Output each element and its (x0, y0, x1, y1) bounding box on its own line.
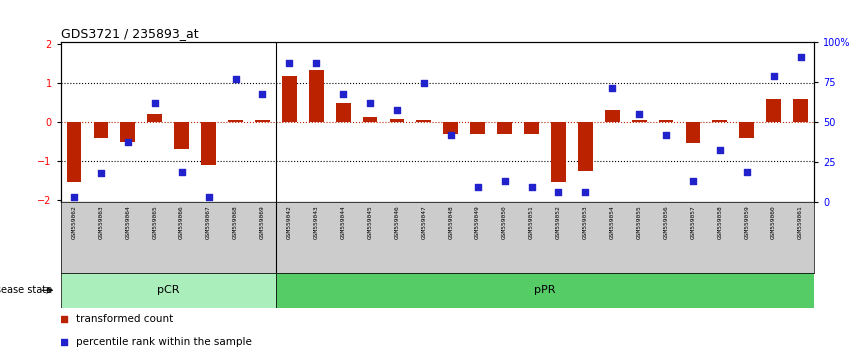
Point (57, 340, 71, 345)
Bar (524, 122, 539, 134)
Point (686, 178, 700, 184)
Bar (631, 120, 647, 122)
Text: GSM559065: GSM559065 (152, 205, 158, 239)
Point (444, 132, 458, 137)
Bar (228, 120, 243, 122)
Point (605, 85, 619, 91)
Text: GSM559063: GSM559063 (99, 205, 103, 239)
Text: GSM559056: GSM559056 (663, 205, 669, 239)
Text: GSM559060: GSM559060 (772, 205, 776, 239)
Bar (363, 118, 378, 122)
Text: GSM559048: GSM559048 (449, 205, 453, 239)
Bar (659, 120, 674, 122)
Bar (497, 122, 512, 134)
Point (148, 101, 162, 106)
Bar (390, 119, 404, 122)
Text: GSM559059: GSM559059 (744, 205, 749, 239)
Point (632, 112, 646, 117)
Text: GSM559053: GSM559053 (583, 205, 588, 239)
Point (498, 178, 512, 184)
Point (793, 54, 807, 60)
Bar (174, 122, 189, 149)
Point (713, 147, 727, 153)
Text: percentile rank within the sample: percentile rank within the sample (75, 337, 251, 348)
Bar (578, 122, 592, 171)
Text: pPR: pPR (534, 285, 556, 295)
Bar (282, 75, 297, 122)
Text: GSM559042: GSM559042 (287, 205, 292, 239)
Point (578, 189, 592, 195)
Text: GSM559054: GSM559054 (610, 205, 615, 239)
Bar (336, 103, 351, 122)
Point (94, 171, 108, 176)
Bar (67, 122, 81, 182)
Point (740, 169, 753, 175)
Point (282, 60, 296, 66)
Bar (713, 120, 727, 122)
Text: GSM559043: GSM559043 (313, 205, 319, 239)
Bar (740, 122, 754, 138)
Text: GSM559052: GSM559052 (556, 205, 561, 239)
Bar (255, 120, 270, 122)
Text: GSM559050: GSM559050 (502, 205, 507, 239)
Bar (604, 110, 620, 122)
Text: GSM559051: GSM559051 (529, 205, 534, 239)
Bar (417, 120, 431, 122)
Bar (276, 273, 814, 308)
Point (336, 91, 350, 97)
Point (57, 316, 71, 322)
Text: GSM559069: GSM559069 (260, 205, 265, 239)
Bar (793, 99, 808, 122)
Point (525, 184, 539, 190)
Bar (443, 122, 458, 134)
Text: GSM559068: GSM559068 (233, 205, 238, 239)
Point (309, 60, 323, 66)
Point (175, 169, 189, 175)
Point (68, 194, 81, 200)
Bar (309, 70, 324, 122)
Point (363, 101, 377, 106)
Text: GSM559058: GSM559058 (717, 205, 722, 239)
Text: GSM559049: GSM559049 (475, 205, 480, 239)
Bar (120, 122, 135, 142)
Point (552, 189, 565, 195)
Bar (201, 122, 216, 165)
Bar (61, 273, 276, 308)
Point (766, 73, 780, 78)
Point (202, 194, 216, 200)
Text: disease state: disease state (0, 285, 52, 295)
Point (471, 184, 485, 190)
Bar (766, 99, 781, 122)
Point (121, 139, 135, 145)
Point (417, 80, 430, 86)
Text: pCR: pCR (157, 285, 179, 295)
Text: GSM559064: GSM559064 (126, 205, 131, 239)
Text: GSM559067: GSM559067 (206, 205, 211, 239)
Text: GSM559066: GSM559066 (179, 205, 184, 239)
Text: GSM559061: GSM559061 (798, 205, 803, 239)
Text: GSM559055: GSM559055 (637, 205, 642, 239)
Bar (551, 122, 565, 182)
Point (390, 107, 404, 113)
Text: GSM559062: GSM559062 (72, 205, 76, 239)
Bar (94, 122, 108, 138)
Point (659, 132, 673, 137)
Point (255, 91, 269, 97)
Text: GSM559057: GSM559057 (690, 205, 695, 239)
Text: GSM559045: GSM559045 (367, 205, 372, 239)
Bar (470, 122, 485, 134)
Text: GSM559047: GSM559047 (422, 205, 426, 239)
Text: GDS3721 / 235893_at: GDS3721 / 235893_at (61, 27, 198, 40)
Text: transformed count: transformed count (75, 314, 173, 325)
Text: GSM559044: GSM559044 (340, 205, 346, 239)
Bar (686, 122, 701, 143)
Point (229, 76, 242, 81)
Bar (147, 114, 162, 122)
Text: GSM559046: GSM559046 (395, 205, 399, 239)
